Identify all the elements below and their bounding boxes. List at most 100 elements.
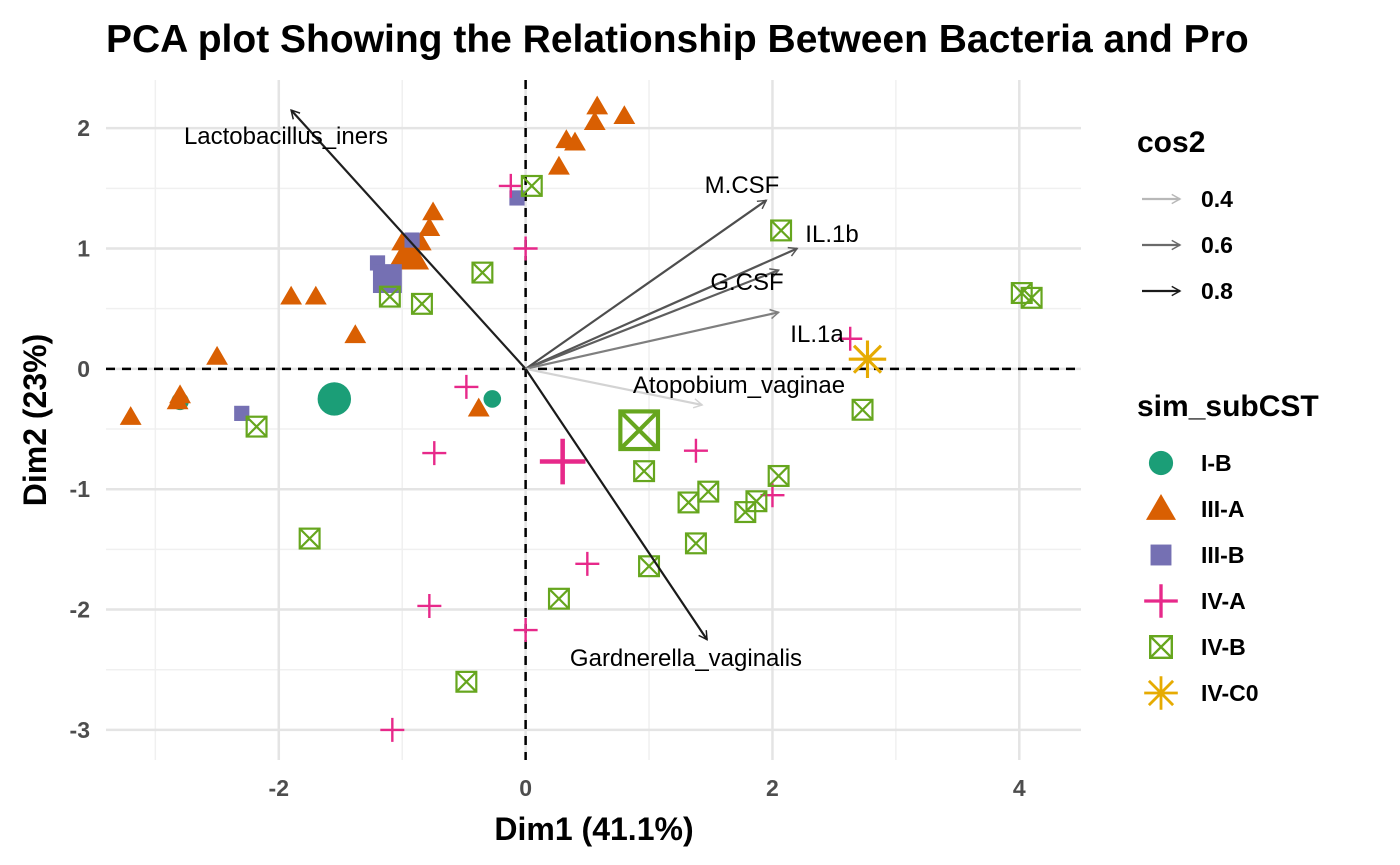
point-iii-a <box>548 155 570 175</box>
legend-title-subcst: sim_subCST <box>1137 390 1319 423</box>
variable-label: M.CSF <box>705 172 780 199</box>
point-iii-a <box>583 111 606 131</box>
point-iv-b-cross <box>770 219 792 242</box>
point-iv-b-cross <box>411 293 433 315</box>
point-iii-a <box>586 95 609 115</box>
point-iii-a <box>613 105 636 125</box>
point-iv-a <box>513 618 538 643</box>
legend-title-cos2: cos2 <box>1137 126 1205 159</box>
point-iv-a <box>454 374 479 399</box>
variable-arrows: Lactobacillus_iners M.CSF IL.1b G.CSF IL.1a A… <box>184 108 859 672</box>
legend-label-cos2: 0.4 <box>1201 186 1233 212</box>
arrow-atopobium-vaginae <box>525 367 704 409</box>
point-iv-b-cross <box>633 460 655 482</box>
point-iv-b-cross <box>677 491 700 514</box>
point-iv-b <box>455 670 478 693</box>
legend-label-subcst: III-B <box>1201 542 1244 568</box>
x-tick-label: 2 <box>766 775 779 801</box>
point-iv-a <box>422 441 447 466</box>
point-iii-a <box>422 201 444 221</box>
point-iii-a <box>206 345 228 365</box>
centroid-i-b <box>317 382 352 416</box>
point-iv-b-cross <box>745 490 768 512</box>
arrow-g-csf <box>525 268 781 370</box>
point-iii-b <box>234 405 250 421</box>
point-iv-b <box>471 261 494 284</box>
point-iv-b <box>410 292 433 315</box>
legend-key-iii-b <box>1150 544 1172 566</box>
legend-key-iv-c0 <box>1144 676 1178 710</box>
legend-key-iii-a <box>1145 493 1177 520</box>
variable-label: G.CSF <box>710 269 783 296</box>
y-tick-label: -3 <box>70 717 90 743</box>
point-iv-a <box>683 438 708 463</box>
point-iv-a <box>838 326 863 351</box>
point-iv-b-cross <box>455 671 478 693</box>
y-tick-label: 2 <box>77 115 90 141</box>
arrow-il-1a <box>525 308 781 370</box>
point-iv-b-cross <box>685 532 707 555</box>
point-iv-b-cross <box>851 399 874 421</box>
point-iv-a <box>513 236 538 261</box>
observation-points <box>119 95 1043 742</box>
variable-label: Lactobacillus_iners <box>184 123 388 150</box>
x-tick-label: 4 <box>1013 775 1026 801</box>
point-iv-b-cross <box>548 588 570 610</box>
point-iv-b <box>745 490 768 513</box>
point-iv-b <box>378 285 401 308</box>
legend-label-subcst: IV-B <box>1201 634 1246 660</box>
centroid-iii-a <box>387 233 430 270</box>
chart-title: PCA plot Showing the Relationship Betwee… <box>106 18 1249 61</box>
x-axis-title: Dim1 (41.1%) <box>494 811 693 847</box>
legend-label-subcst: I-B <box>1201 450 1232 476</box>
point-iii-a <box>418 217 441 236</box>
point-iv-b-cross <box>245 415 268 438</box>
point-iii-a <box>344 324 367 344</box>
point-iv-b-cross <box>379 285 401 308</box>
variable-label: IL.1b <box>805 221 858 248</box>
point-iii-a <box>564 131 586 151</box>
point-iv-b-cross <box>471 261 494 284</box>
point-iii-a <box>119 406 142 425</box>
point-iv-a <box>575 551 600 576</box>
point-iii-a <box>467 397 490 417</box>
arrow-lactobacillus-iners <box>290 108 527 370</box>
legend-label-subcst: IV-C0 <box>1201 680 1259 706</box>
arrow-il-1b <box>525 246 799 370</box>
centroid-iv-a <box>539 438 586 485</box>
point-iii-a <box>304 285 327 305</box>
arrow-m-csf <box>524 199 768 370</box>
legend-key-iv-a <box>1144 584 1178 618</box>
y-tick-label: 1 <box>77 235 90 261</box>
point-iv-b-cross <box>767 465 790 487</box>
point-iv-b-cross <box>638 555 660 577</box>
point-iv-b <box>770 219 793 242</box>
x-tick-label: 0 <box>519 775 532 801</box>
centroid-iv-b-cross <box>618 409 660 451</box>
legend-key-iv-b <box>1148 635 1173 660</box>
legend-key-iv-b-cross <box>1149 635 1173 659</box>
point-iii-b <box>509 190 525 206</box>
y-tick-label: 0 <box>77 356 90 382</box>
y-axis-title: Dim2 (23%) <box>17 334 53 507</box>
point-iii-a <box>166 390 189 410</box>
point-iii-a <box>280 285 303 305</box>
point-iv-a <box>760 483 785 508</box>
point-iv-b <box>1020 286 1043 309</box>
point-iv-b-cross <box>298 527 321 550</box>
legend-label-subcst: III-A <box>1201 496 1244 522</box>
point-iv-a <box>498 173 523 198</box>
legend-label-subcst: IV-A <box>1201 588 1246 614</box>
legend-label-cos2: 0.8 <box>1201 278 1233 304</box>
point-iv-b <box>547 587 570 610</box>
x-tick-label: -2 <box>269 775 289 801</box>
point-iv-b <box>767 464 790 487</box>
point-iv-b <box>697 480 720 503</box>
variable-label: Gardnerella_vaginalis <box>570 645 802 672</box>
axis-ticks: -2 0 2 4 2 1 0 -1 -2 -3 <box>70 115 1026 801</box>
point-iv-b <box>633 460 656 483</box>
point-iv-a <box>417 593 442 618</box>
centroid-iv-c0 <box>848 340 887 378</box>
y-tick-label: -2 <box>70 597 90 623</box>
